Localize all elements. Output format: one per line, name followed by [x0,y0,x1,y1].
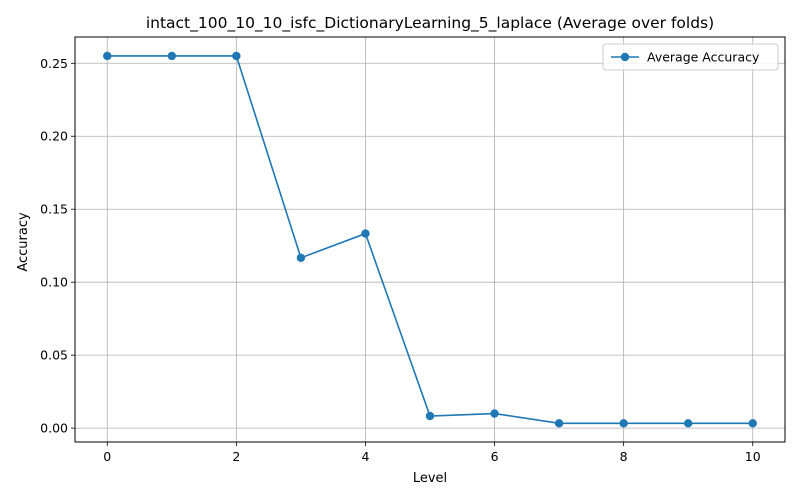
data-point [232,51,241,61]
data-point [490,409,499,418]
x-axis-label: Level [413,471,447,486]
chart-title: intact_100_10_10_isfc_DictionaryLearning… [146,14,714,33]
legend-label: Average Accuracy [647,50,760,65]
legend-marker-sample [620,52,630,62]
data-point [103,51,112,61]
legend-box [602,43,779,71]
x-tick-label: 0 [103,449,111,464]
x-tick-label: 6 [491,449,499,464]
data-point [619,419,628,428]
y-tick-label: 0.10 [40,275,68,290]
y-axis-label: Accuracy [16,212,31,272]
series-line [107,55,753,425]
grid-lines [75,37,785,442]
data-point [425,411,435,421]
legend: Average Accuracy [602,43,779,71]
x-tick-label: 10 [745,449,761,464]
y-tick-label: 0.00 [40,421,68,436]
x-tick-label: 4 [361,449,369,464]
y-tick-label: 0.05 [40,348,68,363]
plot-area [103,51,757,428]
y-tick-label: 0.15 [40,202,68,217]
x-axis-ticks: 0 2 4 6 8 10 [103,442,761,464]
data-point [683,419,693,428]
plot-frame [74,36,786,443]
x-tick-label: 8 [620,449,628,464]
y-axis-ticks: 0.00 0.05 0.10 0.15 0.20 0.25 [40,56,75,436]
y-tick-label: 0.20 [40,129,68,144]
data-point [748,419,757,428]
data-point [167,51,177,61]
data-point [361,229,370,238]
y-tick-label: 0.25 [40,56,68,71]
data-point [554,419,564,428]
data-point [296,253,306,263]
x-tick-label: 2 [232,449,240,464]
